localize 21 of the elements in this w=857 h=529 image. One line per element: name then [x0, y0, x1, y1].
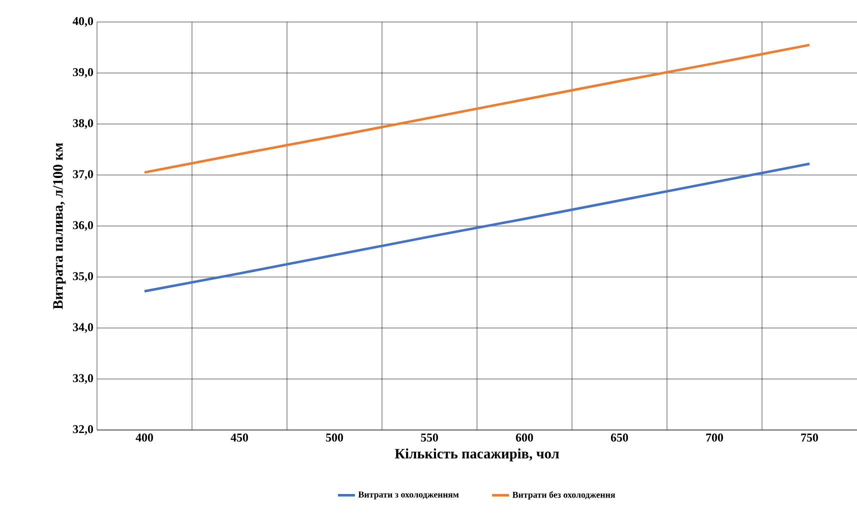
x-tick-label: 650	[610, 434, 628, 442]
x-tick-label: 450	[230, 434, 248, 442]
x-tick-label: 750	[801, 434, 818, 442]
x-tick-label: 500	[326, 434, 344, 442]
y-tick-label: 33,0	[73, 374, 94, 384]
y-tick-label: 39,0	[73, 68, 94, 78]
y-tick-label: 38,0	[73, 119, 94, 129]
y-tick-label: 32,0	[73, 425, 94, 435]
x-tick-label: 550	[421, 434, 438, 442]
y-tick-label: 37,0	[73, 170, 94, 180]
y-tick-label: 34,0	[73, 323, 94, 333]
x-axis-title: Кількість пасажирів, чол	[394, 448, 559, 462]
x-tick-label: 600	[516, 434, 534, 442]
y-tick-label: 40,0	[72, 17, 94, 27]
x-tick-label: 700	[706, 434, 724, 442]
x-tick-label: 400	[136, 434, 154, 442]
legend-label: Витрати з охолодженням	[358, 492, 459, 500]
legend-label: Витрати без охолодження	[512, 491, 616, 500]
y-tick-label: 35,0	[73, 272, 94, 282]
y-tick-label: 36,0	[73, 221, 94, 231]
y-axis-title: Витрата палива, л/100 км	[53, 142, 66, 310]
